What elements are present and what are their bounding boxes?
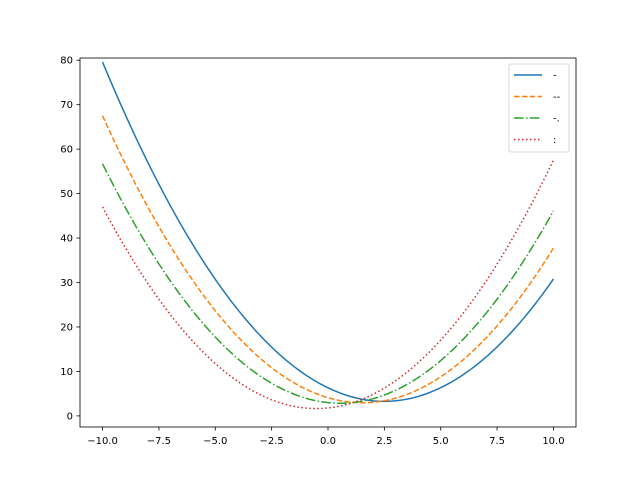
- y-tick-label: 50: [60, 189, 73, 200]
- x-axis: −10.0 −7.5 −5.0 −2.5 0.0 2.5 5.0 7.5 10.0: [87, 427, 565, 447]
- x-tick-label: 2.5: [376, 436, 392, 447]
- y-tick-label: 10: [60, 367, 73, 378]
- series-line-2: [101, 115, 555, 404]
- y-tick-label: 20: [60, 322, 73, 333]
- y-tick-label: 30: [60, 278, 73, 289]
- y-axis: 0 10 20 30 40 50 60 70 80: [60, 56, 80, 422]
- legend-label-2: --: [553, 92, 561, 103]
- x-tick-label: −10.0: [87, 436, 118, 447]
- x-tick-label: 0.0: [320, 436, 336, 447]
- series-line-1: [101, 61, 555, 403]
- y-tick-label: 80: [60, 56, 73, 67]
- legend-label-4: :: [553, 135, 556, 146]
- legend: ----.:: [508, 63, 570, 153]
- x-tick-label: −5.0: [203, 436, 227, 447]
- legend-label-1: -: [553, 71, 557, 82]
- legend-box: [508, 63, 570, 153]
- plot-area: [101, 61, 555, 410]
- x-tick-label: 5.0: [433, 436, 449, 447]
- y-tick-label: 40: [60, 234, 73, 245]
- series-line-3: [101, 163, 555, 405]
- legend-label-3: -.: [553, 114, 560, 125]
- y-tick-label: 70: [60, 100, 73, 111]
- x-tick-label: −2.5: [259, 436, 283, 447]
- y-tick-label: 0: [67, 411, 73, 422]
- x-tick-label: 10.0: [542, 436, 564, 447]
- x-tick-label: −7.5: [147, 436, 171, 447]
- x-tick-label: 7.5: [489, 436, 505, 447]
- y-tick-label: 60: [60, 145, 73, 156]
